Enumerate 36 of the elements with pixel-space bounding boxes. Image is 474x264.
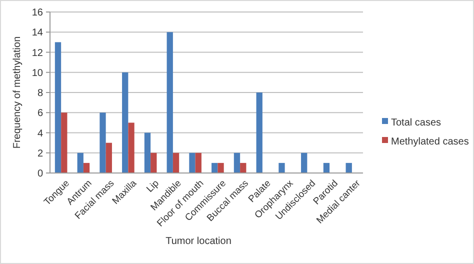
y-tick-label: 2	[37, 148, 44, 160]
y-tick-label: 6	[37, 108, 44, 120]
y-tick-label: 16	[32, 8, 44, 18]
bar	[83, 162, 90, 173]
bar	[144, 132, 151, 173]
bar	[100, 112, 106, 173]
bar	[128, 122, 134, 173]
legend-label: Methylated cases	[391, 136, 469, 148]
bar	[256, 92, 262, 173]
x-axis-title: Tumor location	[166, 236, 232, 247]
bar	[106, 142, 112, 173]
y-tick-label: 10	[32, 68, 44, 79]
bar	[323, 162, 330, 173]
bar	[189, 152, 196, 173]
bar	[278, 162, 285, 173]
bar	[218, 162, 224, 173]
y-tick-label: 12	[32, 48, 44, 59]
y-tick-label: 8	[37, 88, 44, 99]
bar	[122, 72, 128, 173]
bar	[172, 152, 180, 173]
y-tick-label: 0	[37, 168, 44, 180]
bar	[301, 152, 308, 173]
bar	[346, 162, 352, 173]
bar	[61, 112, 68, 173]
y-tick-label: 4	[37, 128, 44, 140]
bar	[234, 152, 240, 173]
bar	[195, 152, 202, 173]
bar	[240, 162, 246, 173]
bar	[166, 32, 173, 173]
bar	[54, 42, 62, 173]
bar	[77, 152, 84, 173]
y-axis-title: Frequency of methylation	[12, 36, 23, 149]
y-tick-label: 14	[32, 28, 44, 39]
bar	[212, 162, 218, 173]
legend-label: Total cases	[391, 118, 442, 128]
bar	[150, 152, 157, 173]
